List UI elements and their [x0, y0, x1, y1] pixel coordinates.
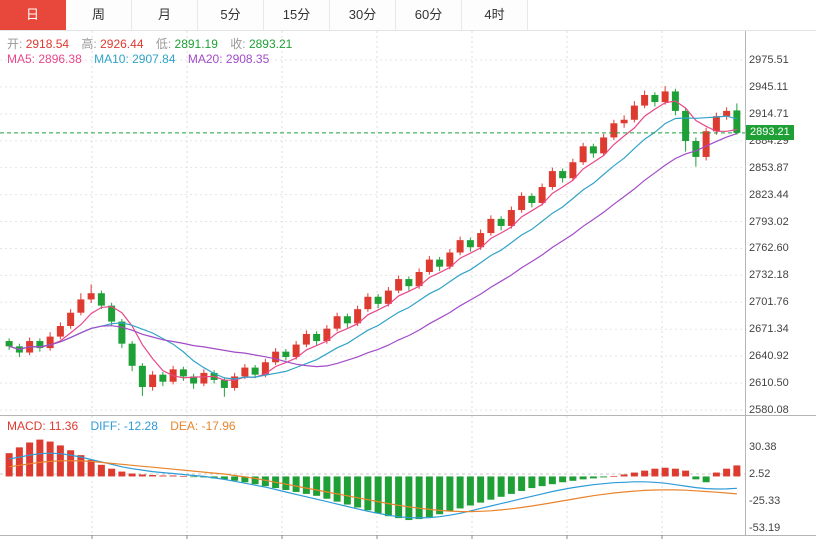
timeframe-tab-2[interactable]: 周	[66, 0, 132, 30]
ma10-label: MA10:	[94, 52, 129, 66]
ma-info: MA5: 2896.38 MA10: 2907.84 MA20: 2908.35	[7, 52, 269, 66]
high-value: 2926.44	[100, 37, 144, 51]
ma5-value: 2896.38	[38, 52, 82, 66]
low-label: 低:	[155, 37, 172, 51]
diff-pair: DIFF: -12.28	[91, 419, 158, 433]
ma10-pair: MA10: 2907.84	[94, 52, 175, 66]
timeframe-tab-8[interactable]: 4时	[462, 0, 528, 30]
open-label: 开:	[7, 37, 23, 51]
diff-value: -12.28	[123, 419, 158, 433]
dea-pair: DEA: -17.96	[170, 419, 235, 433]
timeframe-tab-6[interactable]: 30分	[330, 0, 396, 30]
ohlc-info: 开: 2918.54 高: 2926.44 低: 2891.19 收: 2893…	[7, 35, 301, 52]
current-price-badge: 2893.21	[746, 124, 794, 140]
ma5-label: MA5:	[7, 52, 36, 66]
dea-label: DEA:	[170, 419, 199, 433]
low-value: 2891.19	[174, 37, 218, 51]
macd-label: MACD:	[7, 419, 46, 433]
dea-value: -17.96	[201, 419, 236, 433]
timeframe-tab-3[interactable]: 月	[132, 0, 198, 30]
ma20-pair: MA20: 2908.35	[188, 52, 269, 66]
ma20-label: MA20:	[187, 52, 223, 66]
close-label: 收:	[230, 37, 246, 51]
macd-value: 11.36	[49, 419, 79, 433]
ma20-value: 2908.35	[225, 52, 270, 66]
high-label: 高:	[81, 37, 97, 51]
timeframe-tab-5[interactable]: 15分	[264, 0, 330, 30]
diff-label: DIFF:	[90, 419, 121, 433]
timeframe-tabbar: 日周月 5分 15分 30分 60分 4时	[0, 0, 816, 31]
open-value: 2918.54	[25, 37, 70, 51]
timeframe-tab-4[interactable]: 5分	[198, 0, 264, 30]
ma5-pair: MA5: 2896.38	[7, 52, 82, 66]
macd-info: MACD: 11.36 DIFF: -12.28 DEA: -17.96	[7, 419, 236, 433]
close-value: 2893.21	[248, 37, 293, 51]
ma10-value: 2907.84	[132, 52, 176, 66]
timeframe-tab-7[interactable]: 60分	[396, 0, 462, 30]
timeframe-tab-1[interactable]: 日	[0, 0, 66, 30]
macd-pair: MACD: 11.36	[7, 419, 78, 433]
